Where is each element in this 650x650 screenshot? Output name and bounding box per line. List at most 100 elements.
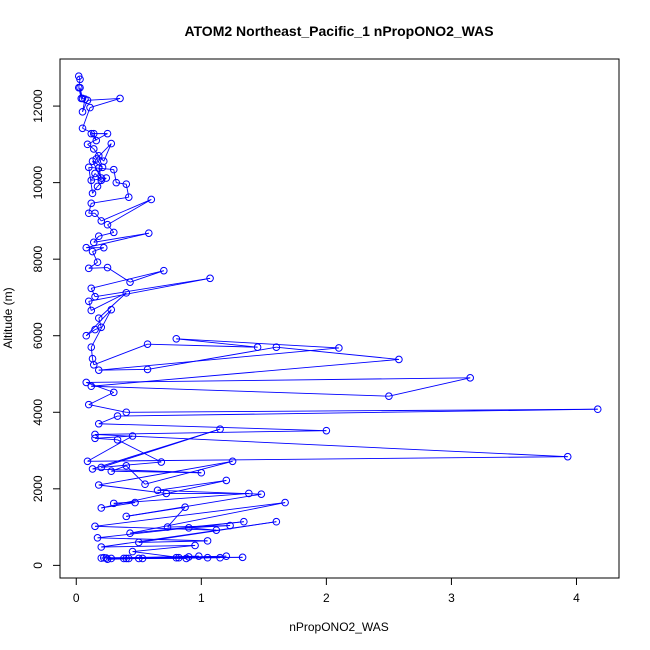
series-0-point-147 xyxy=(185,553,193,561)
series-0-point-107 xyxy=(131,498,139,507)
series-0-segment-55 xyxy=(90,288,96,297)
series-0-point-138 xyxy=(119,554,128,563)
series-0-point-141 xyxy=(238,553,247,562)
series-0-segment-80 xyxy=(86,381,114,393)
series-0-segment-98 xyxy=(111,470,202,474)
series-0-segment-102 xyxy=(98,460,233,486)
series-0-point-54 xyxy=(159,266,168,275)
series-0-segment-36 xyxy=(91,196,129,204)
x-tick-label-0: 0 xyxy=(73,591,80,605)
series-0-point-37 xyxy=(87,199,96,208)
series-0-point-20 xyxy=(107,139,116,148)
series-0-point-22 xyxy=(98,163,107,172)
series-0-segment-25 xyxy=(98,167,102,181)
series-0-point-89 xyxy=(563,452,572,461)
series-0-point-128 xyxy=(128,547,137,556)
series-0-point-143 xyxy=(203,553,212,562)
y-tick-label-1: 2000 xyxy=(31,475,45,502)
series-0-segment-59 xyxy=(91,292,127,311)
series-0-segment-86 xyxy=(98,423,327,432)
series-0-segment-73 xyxy=(98,368,148,371)
series-0-point-142 xyxy=(97,554,106,562)
series-0-segment-43 xyxy=(98,231,114,237)
series-0-point-1 xyxy=(76,75,84,84)
series-0-segment-31 xyxy=(88,167,93,194)
series-0-point-31 xyxy=(88,189,97,198)
series-0-point-137 xyxy=(175,553,183,562)
series-0-segment-81 xyxy=(88,391,114,406)
series-0-point-11 xyxy=(78,124,87,133)
series-0-point-12 xyxy=(89,129,98,138)
x-axis-label: nPropONO2_WAS xyxy=(289,620,389,634)
series-0-point-106 xyxy=(109,499,118,508)
series-0-point-98 xyxy=(197,468,206,477)
series-0-point-97 xyxy=(88,465,97,473)
series-0-segment-79 xyxy=(86,377,471,383)
series-0-point-144 xyxy=(134,554,143,563)
series-0-point-30 xyxy=(93,182,102,191)
y-tick-label-0: 0 xyxy=(31,562,45,569)
y-tick-label-2: 4000 xyxy=(31,399,45,426)
series-0-segment-103 xyxy=(98,484,167,494)
series-0-point-60 xyxy=(122,289,131,297)
series-0-point-88 xyxy=(91,430,99,439)
series-0-point-7 xyxy=(78,108,87,116)
series-0-segment-48 xyxy=(92,247,104,252)
series-0-point-136 xyxy=(138,554,147,563)
series-0-point-32 xyxy=(84,163,93,172)
series-0-point-72 xyxy=(335,344,343,352)
series-0-point-114 xyxy=(163,523,172,531)
series-0-point-131 xyxy=(172,553,181,562)
series-0-segment-41 xyxy=(107,199,152,226)
series-0-point-140 xyxy=(102,554,111,562)
series-0-segment-30 xyxy=(92,186,98,194)
series-0-segment-91 xyxy=(94,435,133,439)
series-0-point-33 xyxy=(109,165,118,174)
series-0-segment-66 xyxy=(90,347,93,359)
series-0-segment-56 xyxy=(94,277,211,298)
series-0-point-23 xyxy=(88,157,97,165)
series-0-point-50 xyxy=(93,258,102,267)
series-0-point-81 xyxy=(109,388,118,397)
series-0-point-52 xyxy=(103,263,112,272)
series-0-segment-75 xyxy=(276,346,399,360)
series-0-segment-89 xyxy=(87,456,568,462)
series-0-segment-50 xyxy=(88,261,98,269)
series-0-segment-42 xyxy=(107,224,115,233)
series-0-point-48 xyxy=(99,243,108,252)
y-axis: 0 2000 4000 6000 8000 10000 12000 xyxy=(31,89,60,569)
plot-frame xyxy=(59,58,620,579)
series-0-point-8 xyxy=(83,96,92,105)
series-0-point-146 xyxy=(107,554,116,563)
series-0-point-108 xyxy=(97,504,106,512)
series-0-segment-34 xyxy=(116,182,127,185)
series-0-segment-101 xyxy=(144,460,233,485)
series-0-point-41 xyxy=(147,195,156,204)
series-0-segment-8 xyxy=(87,97,121,101)
series-0-segment-16 xyxy=(87,143,95,150)
x-tick-label-1: 1 xyxy=(198,591,205,605)
series-0-segment-84 xyxy=(117,408,598,417)
series-0-point-80 xyxy=(82,378,91,387)
series-0-point-120 xyxy=(126,529,134,538)
series-0-point-101 xyxy=(141,480,149,489)
series-0-point-82 xyxy=(84,400,93,409)
series-0-segment-58 xyxy=(88,301,92,311)
series-0-point-113 xyxy=(181,503,189,511)
series-0-segment-37 xyxy=(88,203,92,214)
series-0-segment-96 xyxy=(92,428,221,470)
series-0-point-109 xyxy=(222,476,231,485)
series-0-point-66 xyxy=(87,343,96,352)
series-0-segment-1 xyxy=(78,79,81,88)
series-0-point-9 xyxy=(116,94,124,103)
series-0-segment-61 xyxy=(98,317,102,328)
series-0-segment-69 xyxy=(147,343,258,348)
series-0-segment-121 xyxy=(97,521,244,539)
series-0-segment-11 xyxy=(82,127,94,135)
series-0-point-124 xyxy=(134,538,143,547)
series-0-segment-68 xyxy=(93,343,148,366)
series-0-point-125 xyxy=(272,517,281,526)
series-0-point-44 xyxy=(94,232,103,241)
series-0-point-53 xyxy=(126,278,134,286)
